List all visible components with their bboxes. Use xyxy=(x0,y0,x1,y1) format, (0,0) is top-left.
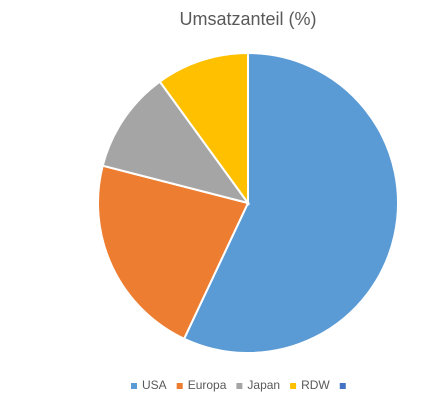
pie-slice xyxy=(182,51,399,354)
pie-slice xyxy=(101,80,251,205)
pie-slice xyxy=(97,164,250,341)
legend-marker xyxy=(176,383,183,389)
legend-marker xyxy=(236,383,243,389)
legend-marker xyxy=(339,383,346,389)
pie-slice xyxy=(158,51,249,207)
legend-marker xyxy=(131,383,137,389)
legend-label: RDW xyxy=(301,378,330,392)
legend-label: Japan xyxy=(247,378,280,392)
legend-marker xyxy=(290,383,297,389)
chart-title: Umsatzanteil (%) xyxy=(179,9,316,29)
legend-label: USA xyxy=(142,378,167,392)
legend-label: Europa xyxy=(188,378,227,392)
